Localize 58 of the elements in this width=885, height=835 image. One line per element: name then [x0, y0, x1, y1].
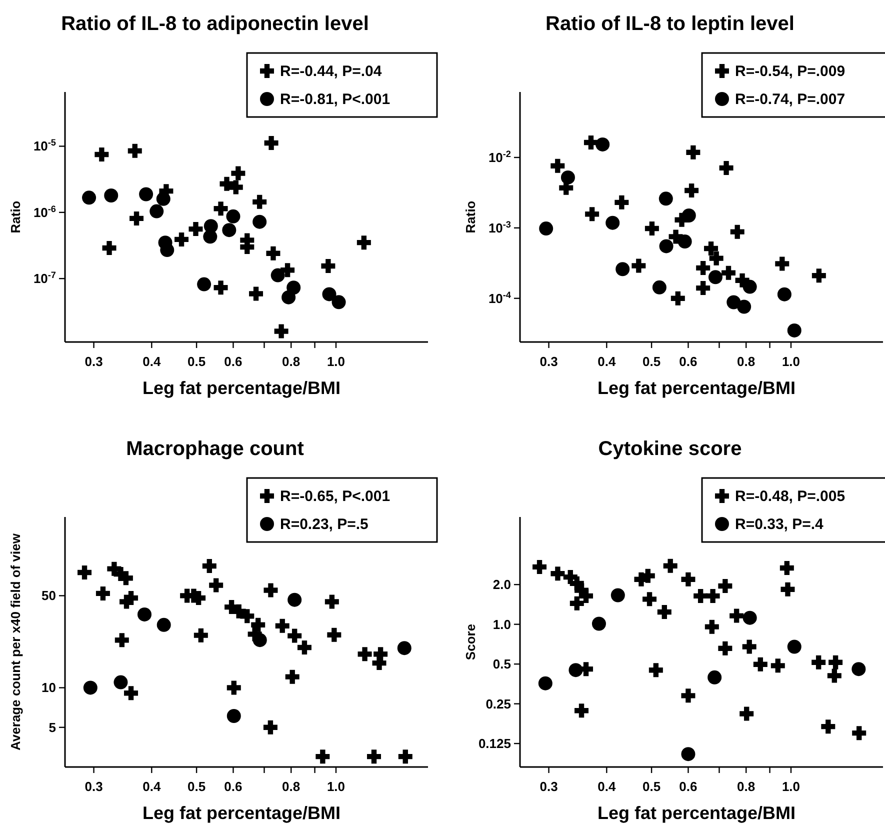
y-tick-label: 5 [48, 720, 56, 735]
x-tick-label: 0.8 [737, 354, 756, 369]
x-tick-label: 0.4 [598, 779, 616, 794]
x-tick-label: 1.0 [782, 354, 800, 369]
chart-title: Cytokine score [598, 438, 742, 460]
y-axis-title: Score [463, 624, 478, 660]
x-tick-label: 1.0 [782, 779, 800, 794]
y-tick-label: 10$^{-4}$ [488, 290, 512, 306]
x-tick-label: 0.5 [188, 354, 206, 369]
y-axis-title: Ratio [8, 200, 23, 234]
legend-label: R=-0.74, P=.007 [735, 91, 846, 108]
x-axis-title: Leg fat percentage/BMI [142, 803, 341, 823]
x-tick-label: 0.5 [642, 779, 661, 794]
x-tick-label: 0.6 [679, 779, 698, 794]
x-tick-label: 0.6 [224, 779, 242, 794]
y-tick-label: 10 [42, 680, 56, 696]
x-tick-label: 1.0 [326, 354, 346, 369]
y-tick-label: 2.0 [492, 577, 511, 592]
x-tick-label: 0.8 [282, 779, 300, 794]
y-tick-label: 1.0 [492, 616, 511, 632]
x-tick-label: 0.6 [224, 354, 242, 369]
x-axis-title: Leg fat percentage/BMI [142, 378, 341, 398]
x-tick-label: 1.0 [326, 779, 346, 794]
y-tick-label: 10$^{-2}$ [488, 148, 511, 165]
y-tick-label: 10$^{-7}$ [33, 270, 56, 286]
legend-label: R=-0.81, P<.001 [280, 91, 390, 108]
y-tick-label: 0.5 [492, 656, 511, 672]
x-tick-label: 0.3 [84, 779, 103, 794]
x-axis-title: Leg fat percentage/BMI [597, 378, 796, 398]
x-tick-label: 0.4 [142, 779, 162, 794]
x-tick-label: 0.3 [84, 354, 103, 369]
x-tick-label: 0.6 [679, 354, 698, 369]
x-tick-label: 0.4 [142, 354, 162, 369]
x-tick-label: 0.8 [737, 779, 756, 794]
legend-label: R=0.33, P=.4 [735, 516, 824, 533]
y-tick-label: 10$^{-5}$ [33, 138, 56, 154]
chart-title: Ratio of IL-8 to adiponectin level [61, 13, 369, 35]
legend-label: R=-0.48, P=.005 [735, 488, 846, 505]
x-tick-label: 0.5 [188, 779, 206, 794]
x-tick-label: 0.8 [282, 354, 300, 369]
y-tick-label: 10$^{-3}$ [488, 219, 511, 236]
legend-label: R=-0.44, P=.04 [280, 63, 382, 80]
x-axis-title: Leg fat percentage/BMI [597, 803, 796, 823]
y-tick-label: 0.125 [478, 736, 511, 752]
y-tick-label: 0.25 [486, 696, 511, 712]
y-tick-label: 10$^{-6}$ [33, 204, 56, 220]
legend-label: R=-0.54, P=.009 [735, 63, 846, 80]
legend-label: R=0.23, P=.5 [280, 516, 368, 533]
y-tick-label: 50 [42, 588, 56, 604]
x-tick-label: 0.5 [642, 354, 661, 369]
y-axis-title: Average count per x40 field of view [8, 532, 23, 750]
y-axis-title: Ratio [463, 200, 478, 234]
chart-title: Ratio of IL-8 to leptin level [546, 13, 794, 35]
x-tick-label: 0.3 [540, 354, 558, 369]
legend-label: R=-0.65, P<.001 [280, 488, 390, 505]
x-tick-label: 0.4 [598, 354, 616, 369]
x-tick-label: 0.3 [540, 779, 558, 794]
chart-title: Macrophage count [126, 438, 304, 460]
